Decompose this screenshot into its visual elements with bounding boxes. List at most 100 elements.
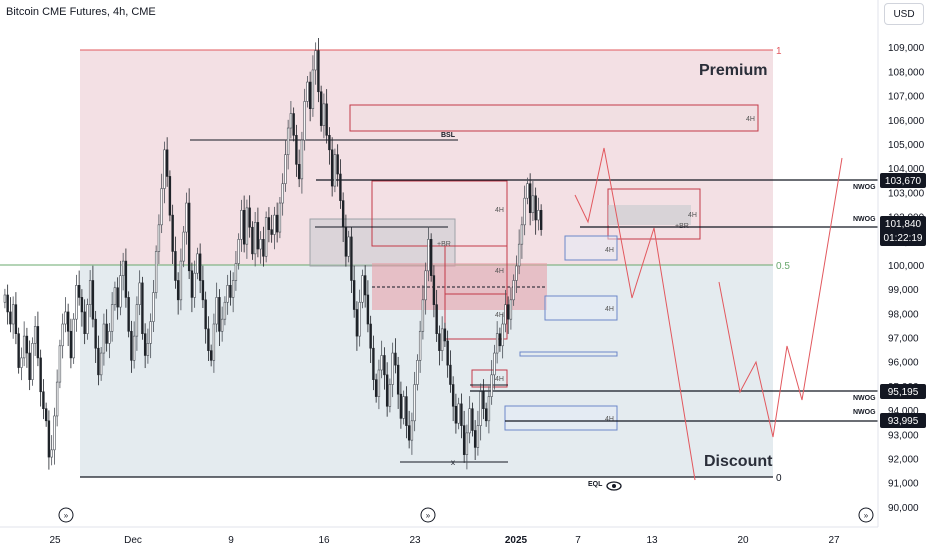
eye-icon[interactable] (606, 481, 622, 491)
candle-body (64, 311, 67, 325)
candle-body (281, 183, 284, 204)
candle-body (55, 381, 59, 417)
candle-body (333, 154, 337, 187)
candle-body (383, 355, 386, 376)
x-tick-label: 27 (828, 535, 840, 546)
scroll-middle-button[interactable]: » (420, 507, 436, 523)
candle-body (124, 260, 128, 298)
candle-body (50, 449, 53, 458)
time-axis[interactable]: 25 Dec 9 16 23 2025 7 13 20 27 (49, 535, 840, 546)
candle-body (427, 239, 430, 272)
candle-body (171, 214, 174, 252)
y-tick-label: 107,000 (888, 92, 925, 103)
candle-body (490, 374, 493, 397)
price-axis[interactable]: 90,00091,00092,00093,00094,00095,00096,0… (888, 43, 925, 514)
candle-body (424, 270, 427, 301)
candle-body (468, 408, 471, 434)
candle-body (391, 352, 394, 385)
y-tick-label: 105,000 (888, 140, 925, 151)
candle-body (237, 239, 240, 264)
y-tick-label: 96,000 (888, 358, 919, 369)
candle-body (196, 253, 199, 274)
candle-body (61, 323, 64, 347)
candle-body (341, 200, 345, 228)
candle-body (457, 403, 460, 424)
candle-body (479, 391, 482, 426)
projection-path-2 (718, 157, 843, 438)
candle-body (11, 304, 15, 325)
candle-body (275, 214, 279, 233)
candle-body (80, 297, 84, 313)
candle-body (471, 408, 474, 431)
y-tick-label: 92,000 (888, 455, 919, 466)
candle-body (174, 251, 177, 281)
candle-body (91, 280, 95, 320)
y-tick-label: 99,000 (888, 285, 919, 296)
candle-body (465, 432, 469, 455)
candle-body (229, 285, 232, 298)
candle-body (440, 328, 444, 351)
candle-body (168, 176, 172, 216)
candle-body (20, 357, 23, 368)
candle-body (204, 299, 207, 330)
eql-label: EQL (588, 481, 603, 488)
candle-body (317, 50, 320, 93)
candle-body (374, 379, 378, 397)
candle-body (396, 364, 400, 395)
candle-body (234, 263, 238, 281)
y-tick-label: 91,000 (888, 479, 919, 490)
nwog-label-4: NWOG (853, 409, 876, 416)
candle-body (517, 243, 521, 267)
level-value-2: 101,840 (885, 219, 922, 230)
candle-body (267, 217, 271, 230)
candle-body (336, 154, 339, 175)
candle-body (289, 113, 293, 129)
candle-body (435, 304, 438, 334)
blue-box-3 (519, 351, 618, 357)
candle-body (187, 202, 191, 272)
candle-body (363, 275, 367, 296)
candle-body (86, 304, 89, 334)
nwog-label-2: NWOG (853, 216, 876, 223)
candle-body (399, 393, 403, 419)
candle-body (240, 210, 243, 240)
x-tick-label: 13 (646, 535, 658, 546)
currency-button[interactable]: USD (884, 3, 924, 25)
candle-body (39, 357, 42, 393)
y-tick-label: 103,000 (888, 188, 925, 199)
candle-body (242, 210, 246, 245)
candle-body (223, 301, 227, 320)
candle-body (501, 323, 504, 347)
level-badge-4 (880, 413, 926, 428)
scroll-to-realtime-button[interactable]: » (858, 507, 874, 523)
candle-body (515, 265, 518, 281)
scroll-left-button[interactable]: » (58, 507, 74, 523)
candle-body (163, 149, 166, 189)
candle-body (176, 280, 180, 301)
candle-body (138, 282, 141, 305)
ob-4h-top (349, 104, 759, 132)
candle-body (193, 272, 196, 298)
chart-title: Bitcoin CME Futures, 4h, CME (6, 6, 156, 18)
candle-body (28, 352, 31, 380)
candle-body (526, 183, 529, 199)
candle-body (36, 326, 40, 359)
candle-body (42, 391, 45, 410)
candle-body (113, 287, 117, 305)
candle-body (531, 195, 535, 214)
candle-body (69, 330, 73, 359)
level-value-1: 103,670 (885, 176, 922, 187)
candle-body (127, 297, 130, 332)
level-value-3: 95,195 (888, 387, 919, 398)
candle-body (44, 408, 48, 422)
level-value-4: 93,995 (888, 416, 919, 427)
candle-body (88, 280, 92, 305)
candle-body (325, 103, 328, 136)
candle-body (132, 335, 136, 361)
countdown-value: 01:22:19 (884, 233, 923, 244)
candle-body (152, 292, 155, 322)
candle-body (248, 207, 251, 228)
candle-body (410, 420, 414, 441)
candle-body (306, 81, 309, 102)
